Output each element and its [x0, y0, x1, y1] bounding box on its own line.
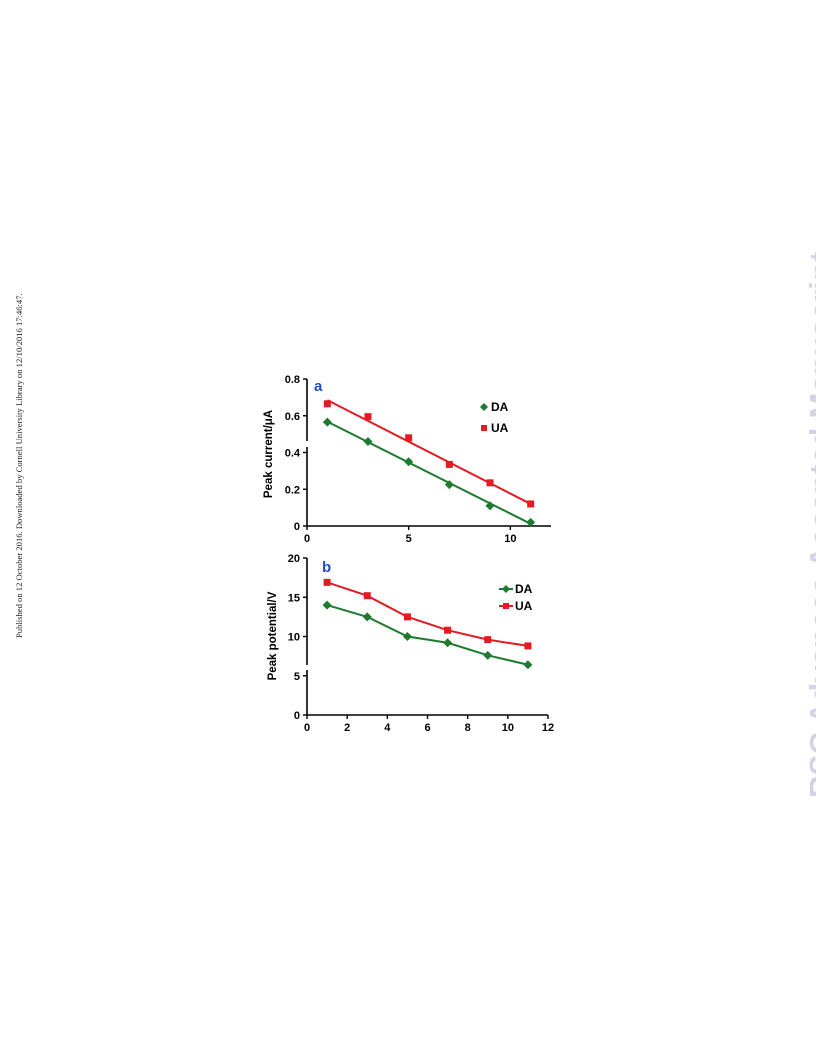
legend-label-da: DA	[515, 582, 533, 596]
da-series-line	[326, 604, 529, 666]
legend-marker-da	[502, 585, 510, 593]
x-tick-label: 6	[424, 722, 430, 734]
x-tick-label: 10	[504, 533, 516, 545]
y-tick-label: 5	[294, 671, 300, 683]
ua-data-point	[445, 460, 453, 468]
da-data-point	[322, 600, 332, 610]
legend-marker-da	[480, 403, 488, 411]
series-da	[322, 600, 533, 670]
da-data-point	[483, 650, 493, 660]
x-tick-label: 12	[542, 722, 554, 734]
da-data-point	[362, 612, 372, 622]
legend-label-ua: UA	[515, 599, 533, 613]
y-tick-label: 15	[288, 592, 300, 604]
series-da	[322, 417, 536, 527]
ua-data-point	[405, 434, 413, 442]
x-tick-label: 0	[304, 722, 310, 734]
series-ua	[323, 578, 532, 650]
legend-label-ua: UA	[491, 421, 509, 435]
ua-data-point	[524, 642, 532, 650]
x-tick-label: 0	[304, 533, 310, 545]
da-data-point	[526, 517, 536, 527]
x-tick-label: 4	[384, 722, 391, 734]
chart-panel-b: 0 5 10 15 20 0 2 4 6 8 10 12 Peak potential/V b DA UA	[267, 553, 554, 734]
y-tick-label: 0	[294, 521, 300, 533]
x-tick-label: 8	[465, 722, 471, 734]
da-data-point	[443, 638, 453, 648]
x-tick-label: 5	[406, 533, 412, 545]
y-tick-label: 0.8	[285, 374, 300, 386]
ua-data-point	[444, 626, 452, 634]
ua-data-point	[403, 613, 411, 621]
legend-marker-ua	[481, 425, 487, 431]
da-data-point	[363, 436, 373, 446]
y-tick-label: 0.4	[285, 448, 301, 460]
ua-data-point	[486, 479, 494, 487]
ua-series-line	[326, 581, 529, 647]
legend-label-da: DA	[491, 400, 509, 414]
y-tick-label: 0	[294, 710, 300, 722]
ua-data-point	[323, 578, 331, 586]
da-data-point	[485, 501, 495, 511]
da-data-point	[404, 457, 414, 467]
ua-data-point	[527, 500, 535, 508]
ua-data-point	[323, 400, 331, 408]
y-axis-title: Peak potential/V	[267, 591, 279, 680]
da-fit-line	[326, 420, 532, 525]
panel-letter: b	[322, 559, 331, 576]
da-data-point	[523, 660, 533, 670]
da-data-point	[402, 632, 412, 641]
ua-data-point	[484, 636, 492, 644]
x-tick-label: 10	[502, 722, 514, 734]
da-data-point	[322, 417, 332, 427]
y-tick-label: 0.2	[285, 484, 300, 496]
da-data-point	[444, 480, 454, 490]
y-tick-label: 20	[288, 553, 300, 565]
legend: DA UA	[480, 400, 509, 435]
ua-fit-line	[326, 399, 532, 505]
y-tick-label: 10	[288, 632, 300, 644]
y-axis-title: Peak current/μA	[263, 410, 275, 498]
x-tick-label: 2	[344, 722, 350, 734]
ua-data-point	[364, 413, 372, 421]
chart-panel-a: 0 0.2 0.4 0.6 0.8 0 5 10 Peak current/μA a DA UA	[263, 374, 551, 545]
legend-marker-ua	[503, 603, 509, 609]
y-tick-label: 0.6	[285, 411, 300, 423]
legend: DA UA	[499, 582, 533, 613]
panel-letter: a	[314, 378, 323, 395]
ua-data-point	[363, 592, 371, 600]
series-ua	[323, 399, 535, 508]
